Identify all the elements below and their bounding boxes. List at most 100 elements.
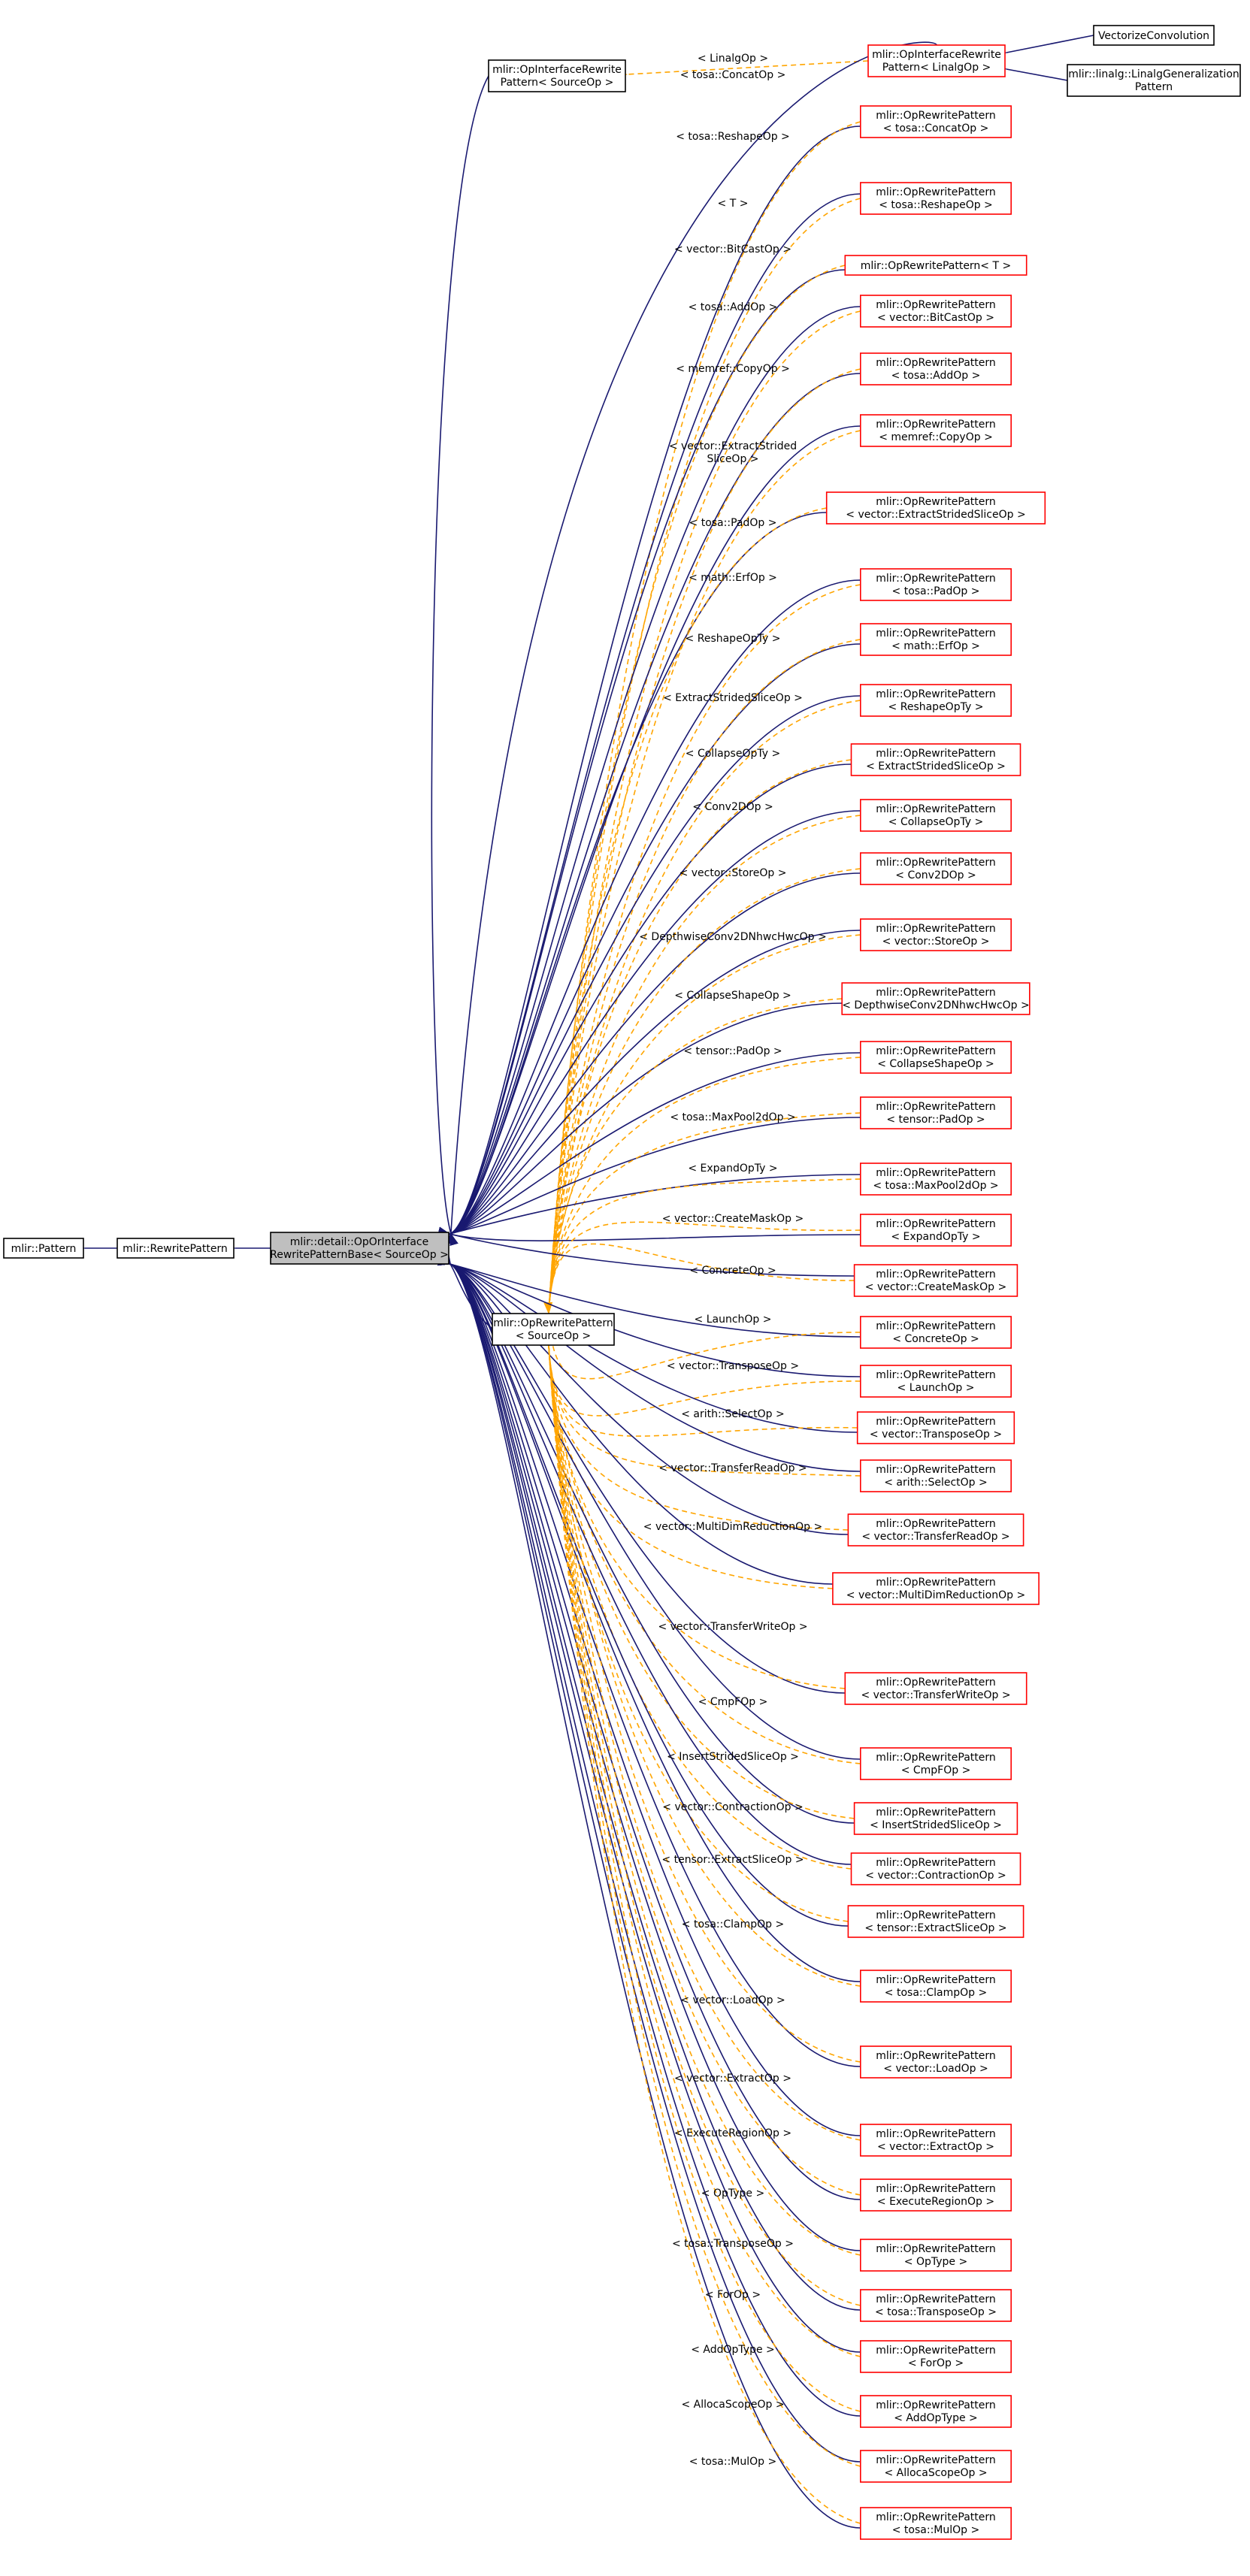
node-mlir-oprewritepattern-extractstridedsliceop[interactable]: mlir::OpRewritePattern< ExtractStridedSl… [850, 743, 1021, 776]
edge-label-linalgop: < LinalgOp > [698, 53, 768, 65]
node-mlir-oprewritepattern-tosa-clampop[interactable]: mlir::OpRewritePattern< tosa::ClampOp > [860, 1970, 1012, 2003]
edge-generalization-to-linalg [994, 62, 1068, 81]
node-mlir-oprewritepattern-tosa-addop[interactable]: mlir::OpRewritePattern< tosa::AddOp > [860, 352, 1012, 385]
node-mlir-oprewritepattern-depthwiseconv2dnhwchwcop[interactable]: mlir::OpRewritePattern< DepthwiseConv2DN… [841, 982, 1031, 1015]
node-mlir-oprewritepattern-t[interactable]: mlir::OpRewritePattern< T > [844, 255, 1028, 276]
node-mlir-oprewritepattern-tensor-extractsliceop[interactable]: mlir::OpRewritePattern< tensor::ExtractS… [847, 1905, 1025, 1938]
node-mlir-oprewritepattern-tosa-reshapeop[interactable]: mlir::OpRewritePattern< tosa::ReshapeOp … [860, 182, 1012, 215]
node-mlir-oprewritepattern-executeregionop[interactable]: mlir::OpRewritePattern< ExecuteRegionOp … [860, 2178, 1012, 2212]
node-mlir-oprewritepattern-vector-transferwriteop[interactable]: mlir::OpRewritePattern< vector::Transfer… [844, 1672, 1028, 1705]
edge-inherit-mlir-oprewritepattern-tosa-reshapeop [437, 193, 861, 1241]
node-mlir-oprewritepattern-reshapeopty[interactable]: mlir::OpRewritePattern< ReshapeOpTy > [860, 684, 1012, 717]
edge-inherit-mlir-oprewritepattern-vector-multidimreductionop [437, 1256, 833, 1585]
node-label-line: < tosa::AddOp > [891, 370, 981, 382]
node-mlir-oprewritepattern-vector-storeop[interactable]: mlir::OpRewritePattern< vector::StoreOp … [860, 918, 1012, 951]
node-mlir-oprewritepattern-tosa-mulop[interactable]: mlir::OpRewritePattern< tosa::MulOp > [860, 2507, 1012, 2540]
node-mlir-oprewritepattern-vector-contractionop[interactable]: mlir::OpRewritePattern< vector::Contract… [850, 1852, 1021, 1885]
node-op-interface-rewrite-pattern-linalgop[interactable]: mlir::OpInterfaceRewrite Pattern< Linalg… [867, 44, 1006, 77]
node-label-line: mlir::OpRewritePattern [876, 1320, 996, 1332]
edge-label-mlir-oprewritepattern-addoptype: < AddOpType > [691, 2344, 775, 2356]
node-mlir-oprewritepattern-math-erfop[interactable]: mlir::OpRewritePattern< math::ErfOp > [860, 623, 1012, 656]
node-mlir-oprewritepattern-tosa-padop[interactable]: mlir::OpRewritePattern< tosa::PadOp > [860, 568, 1012, 601]
edge-label-mlir-oprewritepattern-insertstridedsliceop: < InsertStridedSliceOp > [667, 1751, 799, 1763]
edge-template-mlir-oprewritepattern-extractstridedsliceop [543, 759, 852, 1326]
node-mlir-oprewritepattern-launchop[interactable]: mlir::OpRewritePattern< LaunchOp > [860, 1365, 1012, 1398]
node-label-line: < vector::StoreOp > [882, 936, 990, 948]
edge-label-mlir-oprewritepattern-executeregionop: < ExecuteRegionOp > [674, 2127, 791, 2139]
node-label-line: < tensor::ExtractSliceOp > [864, 1922, 1006, 1934]
node-label-line: < vector::TransposeOp > [870, 1429, 1002, 1441]
node-mlir-oprewritepattern-vector-loadop[interactable]: mlir::OpRewritePattern< vector::LoadOp > [860, 2045, 1012, 2079]
edge-template-mlir-oprewritepattern-tosa-concatop [543, 121, 861, 1326]
node-op-rewrite-pattern-sourceop[interactable]: mlir::OpRewritePattern < SourceOp > [492, 1313, 615, 1346]
node-label-line: mlir::OpRewritePattern [876, 419, 996, 431]
edge-template-mlir-oprewritepattern-expandopty [543, 1221, 861, 1326]
node-label-line: mlir::OpRewritePattern [876, 2183, 996, 2195]
edge-template-mlir-oprewritepattern-vector-loadop [543, 1333, 861, 2063]
node-mlir-oprewritepattern-tosa-concatop[interactable]: mlir::OpRewritePattern< tosa::ConcatOp > [860, 105, 1012, 138]
edge-label-mlir-oprewritepattern-arith-selectop: < arith::SelectOp > [681, 1408, 784, 1420]
node-label-line: mlir::OpRewritePattern [876, 1218, 996, 1230]
edge-label-mlir-oprewritepattern-vector-createmaskop: < vector::CreateMaskOp > [662, 1213, 804, 1225]
node-mlir-oprewritepattern-vector-transferreadop[interactable]: mlir::OpRewritePattern< vector::Transfer… [847, 1513, 1025, 1547]
edge-label-mlir-oprewritepattern-reshapeopty: < ReshapeOpTy > [686, 633, 781, 645]
node-label-line: mlir::OpRewritePattern [876, 688, 996, 700]
edge-inherit-mlir-oprewritepattern-cmpfop [437, 1256, 861, 1760]
edge-label-mlir-oprewritepattern-tosa-clampop: < tosa::ClampOp > [682, 1918, 784, 1930]
edge-label-mlir-oprewritepattern-tosa-maxpool2dop: < tosa::MaxPool2dOp > [670, 1111, 795, 1123]
edge-inherit-mlir-oprewritepattern-tensor-padop [437, 1117, 861, 1241]
edge-label-mlir-oprewritepattern-tensor-padop: < tensor::PadOp > [683, 1045, 782, 1057]
node-label-line: < vector::ContractionOp > [865, 1870, 1006, 1882]
node-mlir-oprewritepattern-tosa-maxpool2dop[interactable]: mlir::OpRewritePattern< tosa::MaxPool2dO… [860, 1163, 1012, 1196]
node-label-line: < vector::CreateMaskOp > [865, 1281, 1006, 1293]
node-mlir-oprewritepattern-expandopty[interactable]: mlir::OpRewritePattern< ExpandOpTy > [860, 1214, 1012, 1247]
node-mlir-oprewritepattern-tensor-padop[interactable]: mlir::OpRewritePattern< tensor::PadOp > [860, 1096, 1012, 1129]
node-mlir-oprewritepattern-vector-extractstridedsliceop[interactable]: mlir::OpRewritePattern< vector::ExtractS… [825, 491, 1046, 525]
node-mlir-oprewritepattern-tosa-transposeop[interactable]: mlir::OpRewritePattern< tosa::TransposeO… [860, 2289, 1012, 2322]
node-label-line: < memref::CopyOp > [879, 431, 993, 443]
node-op-interface-rewrite-pattern-sourceop[interactable]: mlir::OpInterfaceRewrite Pattern< Source… [488, 59, 626, 92]
node-mlir-oprewritepattern-collapseopty[interactable]: mlir::OpRewritePattern< CollapseOpTy > [860, 799, 1012, 832]
edge-inherit-mlir-oprewritepattern-arith-selectop [437, 1256, 861, 1472]
node-label-line: < vector::BitCastOp > [877, 312, 994, 324]
node-mlir-oprewritepattern-vector-multidimreductionop[interactable]: mlir::OpRewritePattern< vector::MultiDim… [832, 1572, 1040, 1605]
node-mlir-oprewritepattern-vector-transposeop[interactable]: mlir::OpRewritePattern< vector::Transpos… [856, 1411, 1015, 1444]
node-label-line: mlir::OpRewritePattern [876, 1268, 996, 1280]
node-mlir-oprewritepattern-conv2dop[interactable]: mlir::OpRewritePattern< Conv2DOp > [860, 852, 1012, 885]
edge-label-mlir-oprewritepattern-collapseopty: < CollapseOpTy > [686, 748, 780, 760]
edge-template-mlir-oprewritepattern-vector-createmaskop [543, 1243, 855, 1326]
node-mlir-oprewritepattern-insertstridedsliceop[interactable]: mlir::OpRewritePattern< InsertStridedSli… [853, 1802, 1018, 1835]
node-label-line: mlir::OpRewritePattern [876, 1577, 996, 1589]
node-linalg-generalization-pattern[interactable]: mlir::linalg::LinalgGeneralization Patte… [1067, 64, 1241, 97]
node-mlir-oprewritepattern-concreteop[interactable]: mlir::OpRewritePattern< ConcreteOp > [860, 1316, 1012, 1349]
edge-inherit-mlir-oprewritepattern-tosa-maxpool2dop [437, 1174, 861, 1241]
node-pattern[interactable]: mlir::Pattern [3, 1238, 84, 1259]
edge-label-mlir-oprewritepattern-tosa-addop: < tosa::AddOp > [689, 301, 778, 313]
node-mlir-oprewritepattern-allocascopeop[interactable]: mlir::OpRewritePattern< AllocaScopeOp > [860, 2450, 1012, 2483]
node-mlir-oprewritepattern-forop[interactable]: mlir::OpRewritePattern< ForOp > [860, 2340, 1012, 2373]
node-vectorize-convolution[interactable]: VectorizeConvolution [1093, 25, 1215, 46]
node-label-line: mlir::OpRewritePattern [876, 357, 996, 369]
node-label-line: mlir::OpRewritePattern [876, 186, 996, 198]
node-label-line: mlir::OpRewritePattern [876, 496, 996, 508]
node-label-line: < vector::ExtractOp > [877, 2141, 994, 2153]
node-mlir-oprewritepattern-vector-createmaskop[interactable]: mlir::OpRewritePattern< vector::CreateMa… [853, 1264, 1018, 1297]
node-mlir-oprewritepattern-vector-bitcastop[interactable]: mlir::OpRewritePattern< vector::BitCastO… [860, 295, 1012, 328]
node-label-line: mlir::OpRewritePattern [876, 2128, 996, 2140]
edge-label-mlir-oprewritepattern-conv2dop: < Conv2DOp > [692, 801, 773, 813]
node-mlir-oprewritepattern-collapseshapeop[interactable]: mlir::OpRewritePattern< CollapseShapeOp … [860, 1041, 1012, 1074]
node-mlir-oprewritepattern-addoptype[interactable]: mlir::OpRewritePattern< AddOpType > [860, 2395, 1012, 2428]
node-mlir-oprewritepattern-cmpfop[interactable]: mlir::OpRewritePattern< CmpFOp > [860, 1747, 1012, 1780]
edge-inherit-mlir-oprewritepattern-tosa-padop [437, 579, 861, 1241]
edge-template-mlir-oprewritepattern-insertstridedsliceop [543, 1333, 855, 1819]
node-mlir-oprewritepattern-memref-copyop[interactable]: mlir::OpRewritePattern< memref::CopyOp > [860, 414, 1012, 447]
edge-label-mlir-oprewritepattern-vector-loadop: < vector::LoadOp > [680, 1994, 785, 2006]
edge-label-mlir-oprewritepattern-expandopty: < ExpandOpTy > [688, 1163, 777, 1175]
edge-template-mlir-oprewritepattern-collapseshapeop [543, 1057, 861, 1326]
node-mlir-oprewritepattern-arith-selectop[interactable]: mlir::OpRewritePattern< arith::SelectOp … [860, 1459, 1012, 1492]
node-rewrite-pattern[interactable]: mlir::RewritePattern [117, 1238, 235, 1259]
edge-label-mlir-oprewritepattern-vector-extractop: < vector::ExtractOp > [674, 2073, 791, 2085]
node-mlir-oprewritepattern-vector-extractop[interactable]: mlir::OpRewritePattern< vector::ExtractO… [860, 2124, 1012, 2157]
edge-label-mlir-oprewritepattern-vector-storeop: < vector::StoreOp > [679, 867, 787, 879]
node-mlir-oprewritepattern-optype[interactable]: mlir::OpRewritePattern< OpType > [860, 2239, 1012, 2272]
